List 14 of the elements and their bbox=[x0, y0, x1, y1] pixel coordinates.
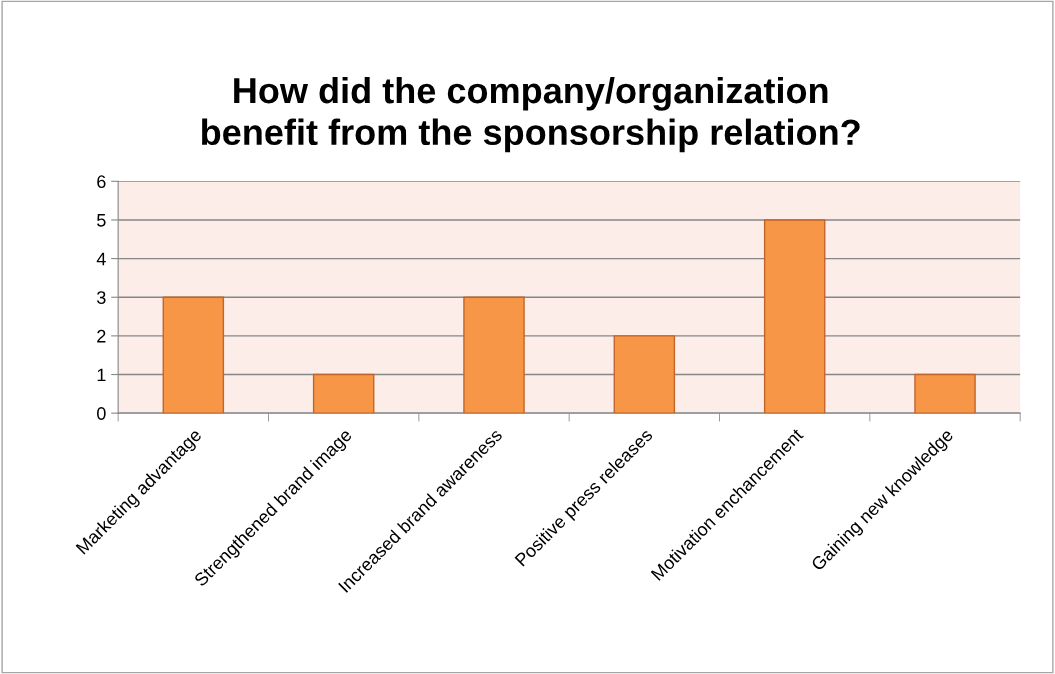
y-tick-label: 1 bbox=[97, 368, 106, 382]
bar bbox=[312, 373, 375, 414]
y-tick-label: 4 bbox=[96, 252, 106, 266]
bar bbox=[763, 219, 826, 414]
bar bbox=[463, 296, 525, 414]
y-tick-label: 5 bbox=[97, 214, 106, 227]
y-tick-label: 0 bbox=[97, 407, 106, 420]
bar bbox=[162, 296, 225, 414]
y-tick-label: 3 bbox=[97, 291, 106, 304]
chart-title: How did the company/organization benefit from the sponsorship relation? bbox=[202, 76, 860, 153]
bar bbox=[613, 335, 676, 414]
y-tick-label: 6 bbox=[97, 175, 106, 189]
y-tick-label: 2 bbox=[97, 329, 106, 343]
bar bbox=[914, 373, 976, 414]
